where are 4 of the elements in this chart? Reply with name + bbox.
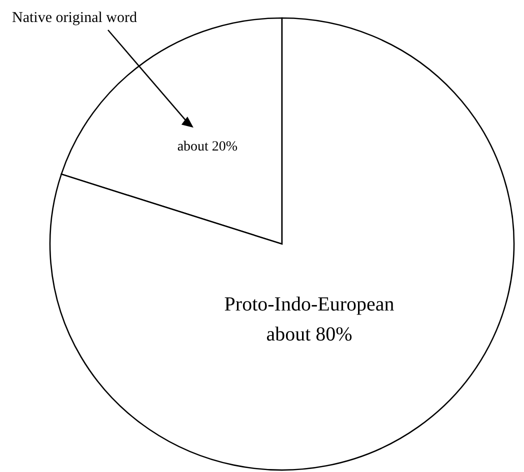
data-label: about 80% [266, 324, 352, 346]
slice-label: Native original word [12, 10, 138, 26]
data-label: about 20% [177, 140, 238, 155]
slice-label: Proto-Indo-European [224, 294, 394, 316]
